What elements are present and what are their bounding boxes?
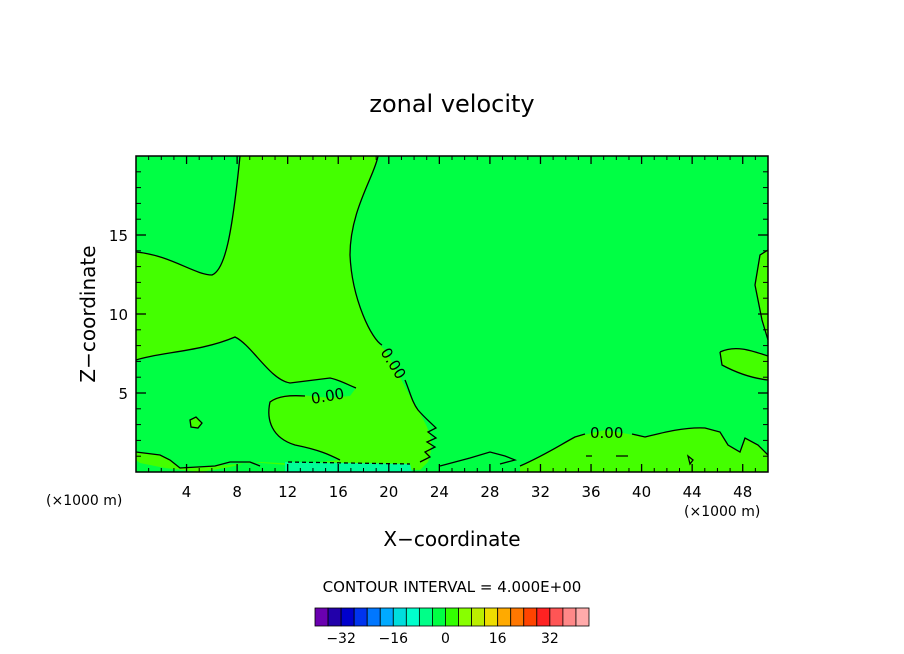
contour-line: [404, 379, 438, 463]
contour-line: [586, 454, 694, 466]
x-tick-label: 36: [581, 483, 600, 501]
colorbar-swatch: [471, 607, 486, 627]
y-tick-label: 10: [109, 306, 128, 324]
contour-line: [519, 433, 586, 467]
x-axis-label: X−coordinate: [383, 527, 520, 551]
contour-label: 0.00: [590, 424, 623, 442]
colorbar-swatch: [445, 607, 459, 627]
x-tick-label: 16: [329, 483, 348, 501]
colorbar-swatch: [575, 607, 590, 627]
plot-area: 0.00 0.00 0.00: [135, 155, 769, 473]
colorbar-tick-label: 16: [489, 631, 507, 647]
contour-line: [631, 427, 769, 456]
colorbar-tick-label: −16: [379, 631, 409, 647]
y-axis-label: Z−coordinate: [76, 245, 100, 382]
colorbar-swatch: [562, 607, 577, 627]
colorbar-tick-label: 0: [441, 631, 450, 647]
contour-line: [754, 249, 769, 341]
contour-line: [439, 451, 518, 467]
x-tick-label: 28: [480, 483, 499, 501]
colorbar-tick-label: −32: [326, 631, 356, 647]
positive-region-upper-left: [136, 156, 432, 472]
colorbar-tick-label: 32: [541, 631, 559, 647]
x-tick-label: 12: [278, 483, 297, 501]
colorbar-swatch: [405, 607, 420, 627]
colorbar-ticks: −32 −16 0 16 32: [326, 631, 558, 647]
contour-line: [719, 347, 769, 357]
x-tick-label: 44: [683, 483, 702, 501]
contour-interval-text: CONTOUR INTERVAL = 4.000E+00: [323, 578, 582, 596]
x-tick-label: 40: [632, 483, 651, 501]
x-axis: 4 8 12 16 20 24 28 32 36 40 44 48: [148, 156, 756, 501]
contour-line: [719, 351, 769, 381]
x-tick-label: 4: [182, 483, 192, 501]
contour-line: [268, 395, 341, 461]
colorbar-swatch: [510, 607, 525, 627]
x-unit-left: (×1000 m): [46, 493, 122, 509]
contour-line: [189, 416, 203, 429]
colorbar-swatch: [353, 607, 368, 627]
x-tick-label: 8: [232, 483, 242, 501]
x-tick-label: 32: [531, 483, 550, 501]
contour-label: 0.00: [310, 384, 346, 408]
colorbar-swatch: [392, 607, 407, 627]
colorbar-swatch: [484, 607, 499, 627]
colorbar-swatch: [458, 607, 472, 627]
colorbar-swatch: [366, 607, 381, 627]
contour-line: [135, 451, 261, 469]
colorbar-swatch: [432, 607, 446, 627]
colorbar: [314, 607, 590, 627]
contour-lines: [135, 155, 769, 469]
colorbar-swatch: [327, 607, 342, 627]
y-axis: 5 10 15: [109, 171, 768, 457]
y-tick-label: 15: [109, 227, 128, 245]
negative-strip: [285, 462, 412, 472]
small-positive-patch: [190, 417, 202, 428]
chart-title: zonal velocity: [369, 90, 534, 118]
contour-line: [135, 155, 241, 276]
colorbar-swatch: [523, 607, 538, 627]
colorbar-swatch: [536, 607, 551, 627]
x-tick-label: 20: [379, 483, 398, 501]
positive-region-lower-right: [520, 250, 768, 472]
colorbar-swatch: [418, 607, 433, 627]
contour-line: [349, 155, 383, 346]
contour-line: [135, 336, 357, 389]
x-unit-right: (×1000 m): [684, 504, 760, 520]
colorbar-swatch: [379, 607, 394, 627]
colorbar-swatch: [549, 607, 564, 627]
x-tick-label: 48: [733, 483, 752, 501]
contour-line-dashed: [287, 461, 411, 465]
x-tick-label: 24: [430, 483, 449, 501]
colorbar-swatch: [497, 607, 512, 627]
y-tick-label: 5: [118, 385, 128, 403]
colorbar-swatch: [314, 607, 329, 627]
colorbar-swatch: [340, 607, 355, 627]
